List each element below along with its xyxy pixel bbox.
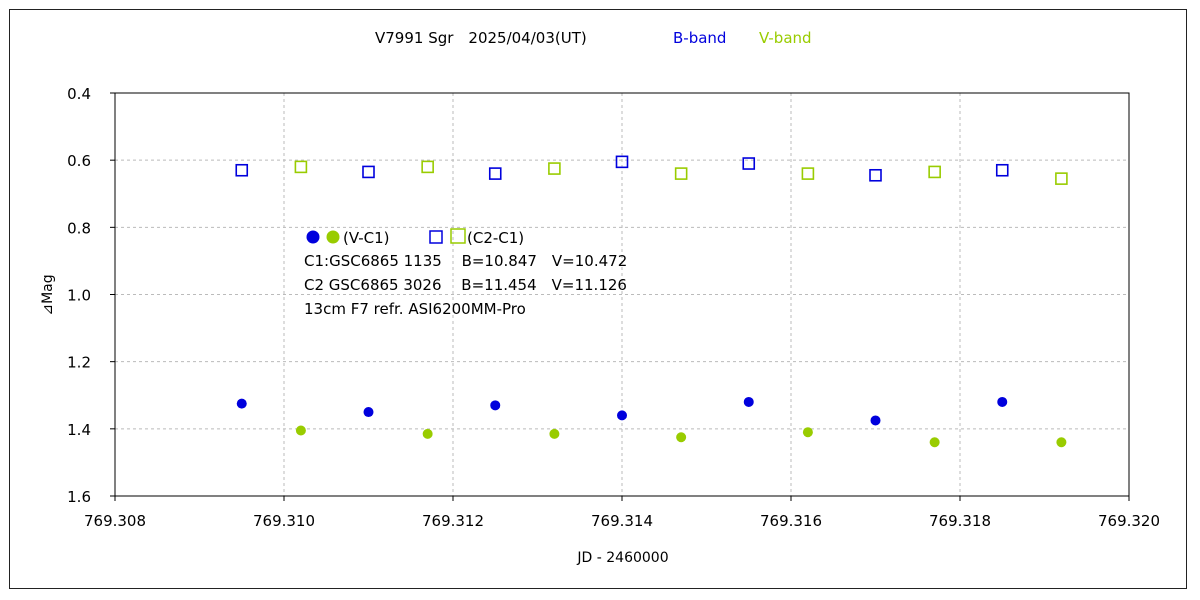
y-tick-label: 1.0 xyxy=(67,287,91,305)
data-point-square xyxy=(869,168,882,182)
y-tick-label: 0.8 xyxy=(67,219,91,237)
band-label-v: V-band xyxy=(759,29,812,47)
data-point-square xyxy=(995,163,1009,177)
legend-marker-b-square xyxy=(429,230,443,244)
data-point-square xyxy=(674,167,688,180)
legend-label-c2-c1: (C2-C1) xyxy=(467,229,524,247)
y-tick-label: 1.4 xyxy=(67,421,91,439)
x-axis-label: JD - 2460000 xyxy=(576,550,668,566)
data-point-square xyxy=(488,167,502,180)
y-tick-label: 0.6 xyxy=(67,152,91,170)
grid xyxy=(115,93,1129,496)
data-point-circle xyxy=(802,427,813,438)
data-points xyxy=(235,155,1068,448)
x-tick-label: 769.308 xyxy=(84,512,146,530)
data-point-square xyxy=(801,167,815,180)
data-point-circle xyxy=(870,415,881,426)
data-point-circle xyxy=(295,425,306,436)
data-point-circle xyxy=(929,437,940,448)
legend-label-v-c1: (V-C1) xyxy=(343,229,390,247)
y-axis-label: ⊿Mag xyxy=(40,274,56,315)
data-point-square xyxy=(235,163,249,177)
x-tick-label: 769.314 xyxy=(591,512,653,530)
legend-info-c1: C1:GSC6865 1135 B=10.847 V=10.472 xyxy=(304,252,627,270)
x-tick-label: 769.316 xyxy=(760,512,822,530)
x-tick-label: 769.310 xyxy=(253,512,315,530)
axis-ticks: 769.308 769.310 769.312 769.314 769.316 769.3… xyxy=(67,85,1160,530)
x-tick-label: 769.312 xyxy=(422,512,484,530)
band-label-b: B-band xyxy=(673,29,726,47)
chart-title: V7991 Sgr 2025/04/03(UT) xyxy=(375,29,587,47)
data-point-circle xyxy=(617,410,627,421)
y-tick-label: 1.2 xyxy=(67,354,91,372)
y-tick-label: 1.6 xyxy=(67,488,91,506)
data-point-circle xyxy=(236,398,247,409)
data-point-circle xyxy=(490,400,501,411)
legend-info-c2: C2 GSC6865 3026 B=11.454 V=11.126 xyxy=(304,276,627,294)
data-point-square xyxy=(421,160,434,174)
legend-marker-b-circle xyxy=(306,230,320,244)
legend: (V-C1) (C2-C1) C1:GSC6865 1135 B=10.847 … xyxy=(304,228,627,318)
data-point-square xyxy=(294,160,308,174)
x-tick-label: 769.318 xyxy=(929,512,991,530)
data-point-square xyxy=(928,165,941,179)
data-point-square xyxy=(742,157,756,170)
legend-marker-v-square xyxy=(450,228,466,244)
data-point-circle xyxy=(676,432,687,443)
x-tick-label: 769.320 xyxy=(1098,512,1160,530)
data-point-circle xyxy=(363,407,374,418)
data-point-circle xyxy=(549,428,560,439)
y-tick-label: 0.4 xyxy=(67,85,91,103)
data-point-circle xyxy=(422,428,433,439)
data-point-square xyxy=(362,165,375,179)
data-point-square xyxy=(615,155,629,169)
chart-frame xyxy=(9,9,1187,589)
data-point-circle xyxy=(997,396,1008,407)
data-point-circle xyxy=(743,396,754,407)
data-point-square xyxy=(1055,172,1068,185)
data-point-square xyxy=(548,162,561,175)
legend-marker-v-circle xyxy=(326,230,340,244)
legend-info-equipment: 13cm F7 refr. ASI6200MM-Pro xyxy=(304,300,526,318)
data-point-circle xyxy=(1056,437,1067,448)
